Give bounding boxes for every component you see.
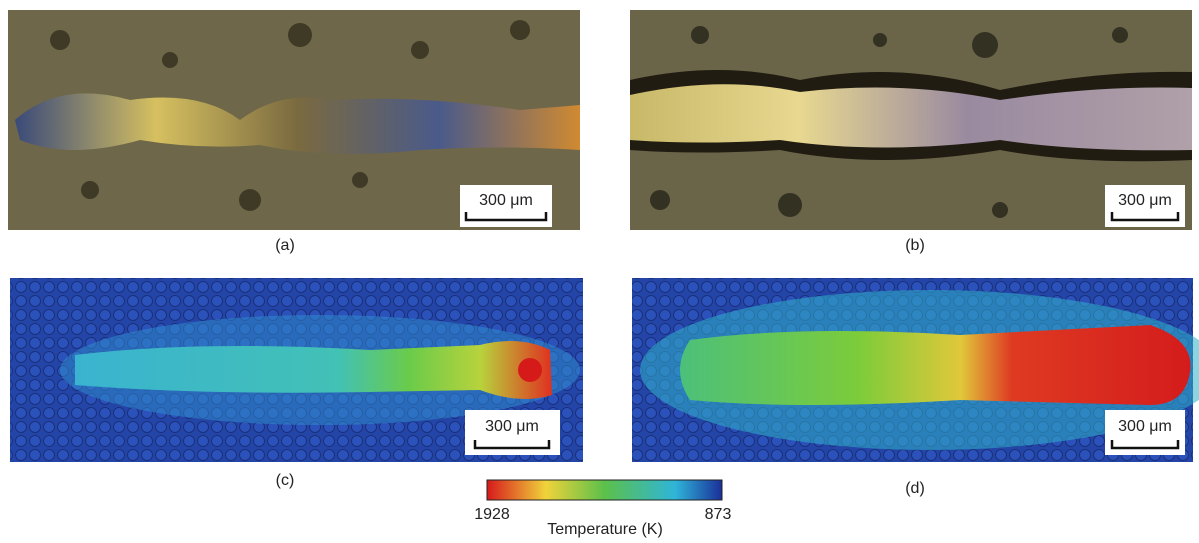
colorbar: 1928 873 Temperature (K) <box>474 479 732 538</box>
hot-spot <box>518 358 542 382</box>
pores <box>50 20 530 211</box>
panel-c: 300 μm (c) <box>10 278 583 489</box>
scale-label: 300 μm <box>485 418 539 435</box>
scale-bar <box>464 212 548 222</box>
colorbar-max: 1928 <box>474 506 510 523</box>
colorbar-gradient <box>486 479 723 501</box>
laser-track <box>15 93 580 154</box>
scale-bar <box>473 440 551 450</box>
panel-a: 300 μm (a) <box>8 10 580 254</box>
melt-track <box>680 325 1191 405</box>
panel-label: (c) <box>276 472 295 489</box>
scale-label: 300 μm <box>1118 192 1172 209</box>
laser-track <box>630 84 1192 151</box>
panel-b: 300 μm (b) <box>630 10 1192 254</box>
colorbar-min: 873 <box>705 506 732 523</box>
melt-track <box>75 341 552 399</box>
scale-bar <box>1110 440 1180 450</box>
panel-label: (a) <box>275 237 295 254</box>
scale-bar <box>1110 212 1180 222</box>
pores <box>650 26 1128 218</box>
panel-label: (b) <box>905 237 925 254</box>
scale-label: 300 μm <box>479 192 533 209</box>
panel-label: (d) <box>905 480 925 497</box>
colorbar-title: Temperature (K) <box>547 521 663 538</box>
panel-d: 300 μm (d) <box>632 278 1199 497</box>
scale-label: 300 μm <box>1118 418 1172 435</box>
